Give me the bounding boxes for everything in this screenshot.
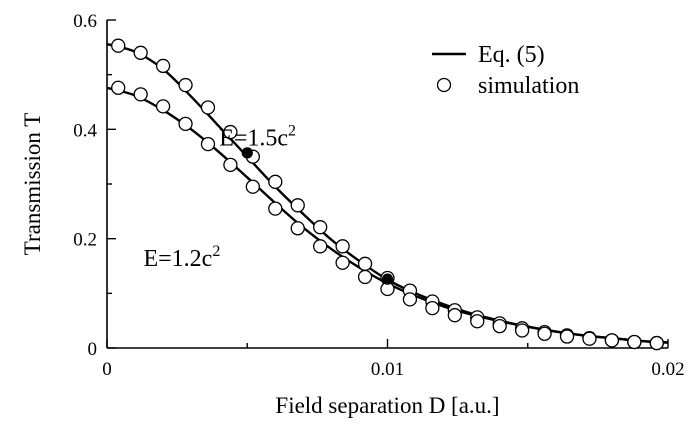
- data-point: [604, 333, 620, 348]
- data-point: [133, 45, 148, 60]
- legend-label: Eq. (5): [478, 42, 545, 68]
- highlighted-point: [381, 273, 394, 285]
- data-point: [514, 323, 530, 338]
- x-tick-label: 0: [102, 359, 112, 380]
- curve-annotation: E=1.5c2: [219, 123, 296, 152]
- data-point: [155, 99, 171, 114]
- annotations: E=1.5c2 E=1.2c2: [143, 123, 296, 272]
- y-tick-label: 0.6: [73, 11, 97, 32]
- markers: [111, 38, 664, 351]
- legend-label: simulation: [478, 73, 579, 99]
- data-point: [335, 239, 350, 254]
- data-point: [313, 239, 328, 254]
- data-point: [178, 116, 193, 132]
- data-point: [111, 38, 126, 53]
- annotation-superscript: 2: [212, 243, 220, 260]
- data-point: [111, 80, 126, 95]
- data-point: [357, 256, 373, 271]
- data-point: [425, 300, 440, 316]
- data-point: [357, 269, 373, 285]
- data-point: [313, 220, 328, 235]
- data-point: [178, 77, 193, 93]
- data-point: [200, 100, 216, 115]
- y-tick-label: 0.4: [73, 120, 97, 141]
- highlighted-point: [241, 147, 253, 159]
- axes: [106, 20, 668, 349]
- data-point: [223, 124, 238, 140]
- x-tick-label: 0.01: [371, 359, 404, 380]
- data-point: [268, 201, 283, 216]
- data-point: [335, 255, 350, 270]
- data-point: [582, 331, 597, 346]
- data-point: [245, 179, 261, 194]
- x-tick-label: 0.02: [651, 359, 684, 380]
- data-point: [649, 335, 664, 351]
- data-point: [223, 157, 238, 173]
- data-point: [290, 221, 305, 236]
- data-point: [200, 136, 216, 152]
- data-point: [402, 292, 418, 307]
- data-point: [470, 314, 485, 329]
- annotation-superscript: 2: [288, 123, 296, 140]
- legend: Eq. (5) simulation: [432, 42, 579, 99]
- y-tick-label: 0: [88, 339, 98, 360]
- x-axis-title: Field separation D [a.u.]: [275, 393, 499, 418]
- data-point: [155, 58, 171, 74]
- curve-annotation: E=1.2c2: [143, 243, 220, 272]
- ticks: 0 0.01 0.02 0 0.2 0.4 0.6: [73, 11, 684, 380]
- data-point: [627, 334, 642, 350]
- data-point: [559, 329, 575, 344]
- data-point: [268, 174, 283, 189]
- data-point: [537, 326, 552, 341]
- y-tick-label: 0.2: [73, 230, 97, 251]
- legend-circle-swatch: [436, 77, 452, 93]
- data-point: [133, 87, 148, 102]
- data-point: [447, 308, 462, 323]
- data-point: [290, 198, 305, 213]
- data-point: [492, 318, 507, 334]
- y-axis-title: Transmission T: [20, 113, 45, 256]
